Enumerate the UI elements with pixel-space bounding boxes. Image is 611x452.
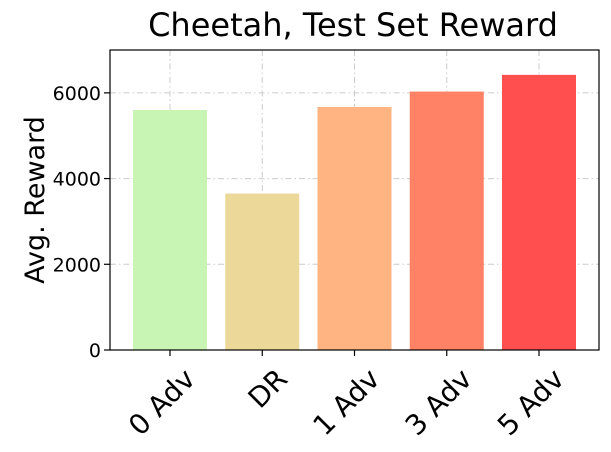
bars (133, 74, 576, 351)
x-tick-label: 3 Adv (399, 362, 479, 442)
y-axis-ticks: 0 2000 4000 6000 (53, 83, 110, 362)
bar (317, 107, 392, 350)
bar (409, 91, 484, 351)
y-tick-label: 0 (89, 340, 101, 362)
bar (502, 74, 576, 350)
bar (133, 110, 207, 350)
chart-title: Cheetah, Test Set Reward (148, 6, 558, 44)
x-tick-label: DR (242, 362, 294, 414)
y-axis-label: Avg. Reward (20, 116, 51, 284)
bar (225, 193, 300, 350)
x-tick-label: 0 Adv (122, 362, 202, 442)
x-tick-label: 1 Adv (306, 362, 386, 442)
x-tick-label: 5 Adv (491, 362, 571, 442)
x-axis-ticks: 0 Adv DR 1 Adv 3 Adv 5 Adv (122, 350, 571, 442)
y-tick-label: 6000 (53, 83, 101, 105)
y-tick-label: 4000 (53, 169, 101, 191)
y-tick-label: 2000 (53, 254, 101, 276)
